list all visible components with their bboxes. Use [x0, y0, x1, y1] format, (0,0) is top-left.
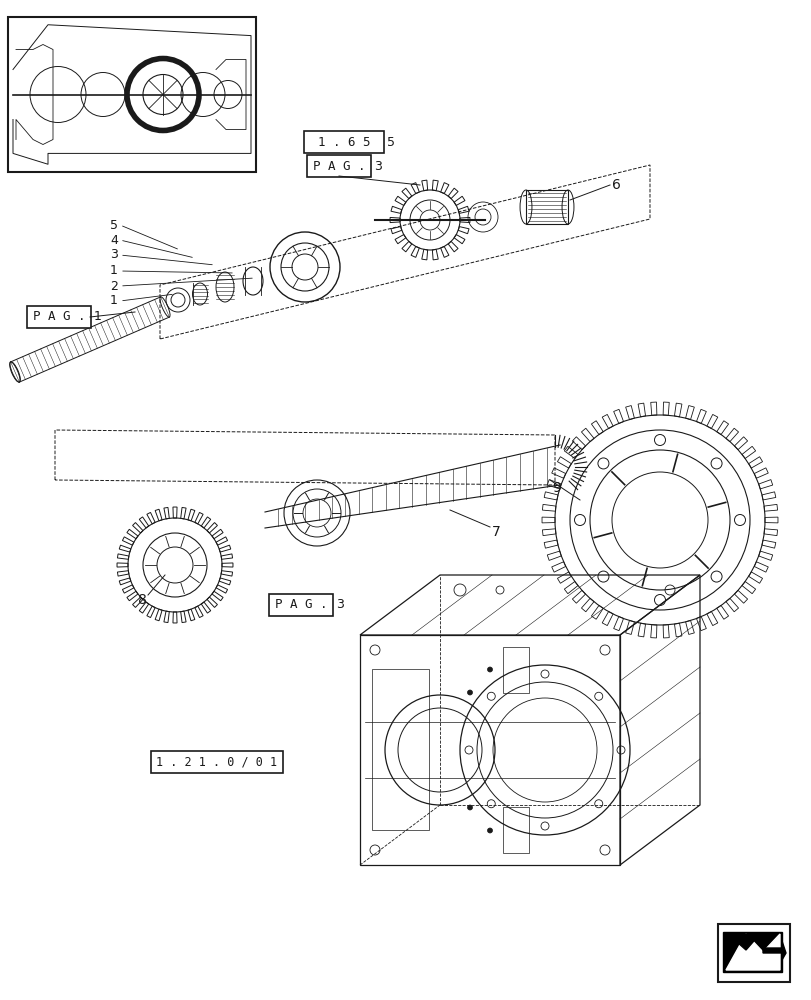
Circle shape [467, 805, 472, 810]
Text: 3: 3 [110, 248, 118, 261]
Text: P A G .: P A G . [312, 160, 365, 173]
Bar [359, 635, 620, 865]
Bar [502, 807, 528, 853]
Polygon shape [762, 941, 785, 960]
Text: 6: 6 [611, 178, 620, 192]
Text: 7: 7 [491, 525, 500, 539]
Text: 1: 1 [110, 264, 118, 277]
Bar [526, 190, 568, 224]
Bar [371, 670, 429, 830]
Text: 3: 3 [336, 598, 343, 611]
Circle shape [487, 667, 492, 672]
Text: 5: 5 [109, 219, 118, 232]
Text: 3: 3 [374, 160, 381, 173]
FancyBboxPatch shape [151, 751, 283, 773]
Text: 4: 4 [110, 233, 118, 246]
Text: 8: 8 [138, 593, 147, 607]
Text: 9: 9 [551, 481, 560, 495]
Text: 1 . 2 1 . 0 / 0 1: 1 . 2 1 . 0 / 0 1 [157, 756, 277, 768]
Text: 2: 2 [110, 279, 118, 292]
FancyBboxPatch shape [27, 306, 91, 328]
Bar [717, 924, 789, 982]
Text: 1: 1 [94, 310, 101, 324]
Text: 1: 1 [110, 294, 118, 308]
Text: P A G .: P A G . [274, 598, 327, 611]
FancyBboxPatch shape [268, 594, 333, 616]
FancyBboxPatch shape [303, 131, 384, 153]
Circle shape [467, 690, 472, 695]
Text: 5: 5 [387, 136, 394, 149]
Polygon shape [725, 934, 779, 970]
Polygon shape [727, 934, 759, 950]
Text: 1 . 6 5: 1 . 6 5 [317, 136, 370, 149]
Bar [8, 17, 255, 172]
Text: P A G .: P A G . [32, 310, 85, 324]
Bar [502, 646, 528, 692]
Circle shape [487, 828, 492, 833]
FancyBboxPatch shape [307, 155, 371, 177]
Polygon shape [722, 932, 781, 972]
